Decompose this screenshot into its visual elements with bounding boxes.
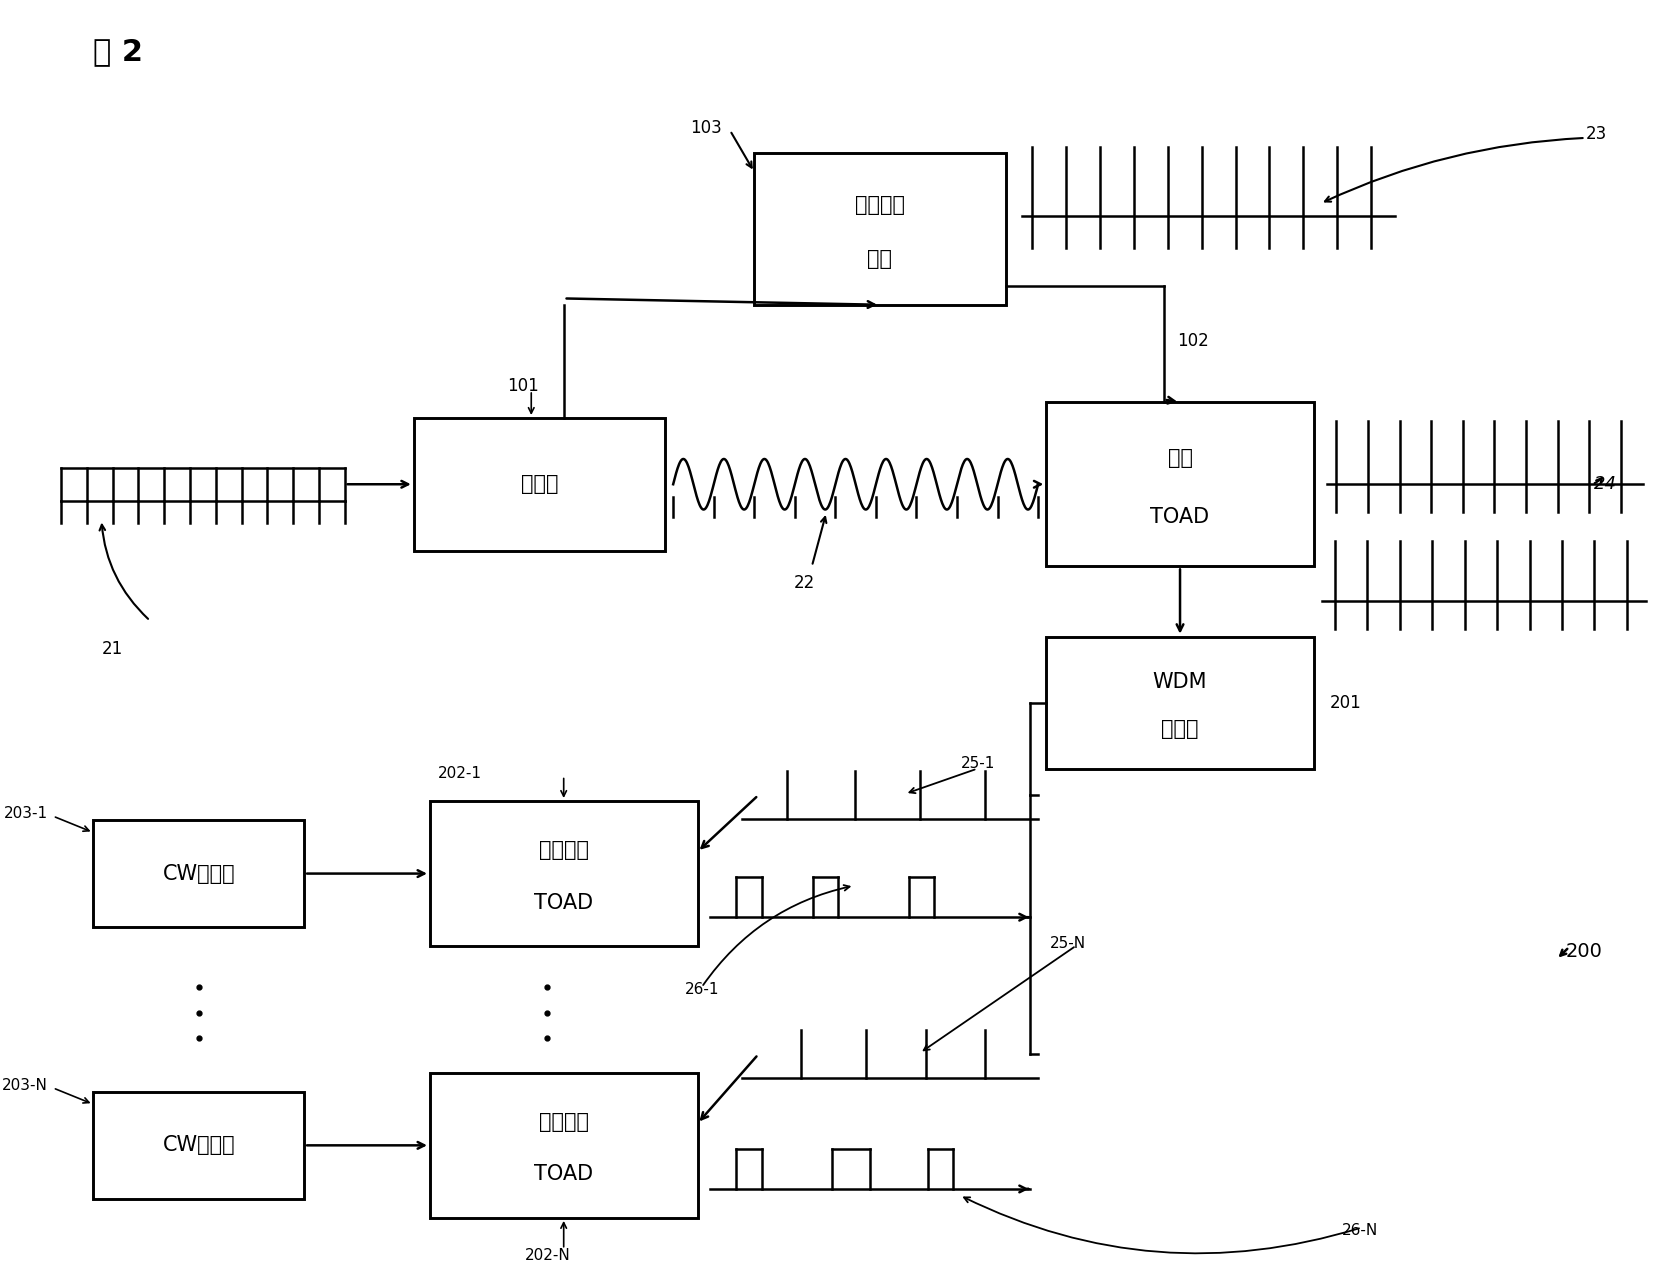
Text: 103: 103	[691, 119, 722, 137]
Text: 101: 101	[507, 378, 539, 395]
Text: TOAD: TOAD	[534, 1164, 594, 1185]
Text: 102: 102	[1178, 332, 1209, 350]
Bar	[93, 1092, 304, 1199]
Text: 203-N: 203-N	[2, 1078, 48, 1093]
Text: CW激光器: CW激光器	[162, 1135, 235, 1156]
Text: 25-1: 25-1	[961, 756, 996, 772]
Text: 202-1: 202-1	[439, 765, 482, 780]
Bar	[1046, 636, 1314, 769]
Text: 脉冲定形: 脉冲定形	[539, 840, 589, 860]
Text: 23: 23	[1586, 125, 1606, 143]
Bar	[430, 1073, 697, 1218]
Bar	[430, 801, 697, 946]
Bar	[1046, 402, 1314, 566]
Text: 传输线: 传输线	[520, 474, 559, 494]
Text: 25-N: 25-N	[1051, 935, 1086, 950]
Text: 26-1: 26-1	[686, 982, 721, 997]
Text: 203-1: 203-1	[3, 806, 48, 821]
Bar	[93, 820, 304, 927]
Text: 201: 201	[1329, 694, 1361, 712]
Text: 200: 200	[1566, 943, 1603, 962]
Text: 电路: 电路	[867, 250, 892, 270]
Text: 采样: 采样	[1168, 449, 1193, 468]
Text: 21: 21	[102, 640, 123, 658]
Text: 图 2: 图 2	[93, 38, 143, 66]
Text: WDM: WDM	[1153, 672, 1208, 692]
Bar	[754, 153, 1006, 305]
Text: 分解器: 分解器	[1161, 720, 1199, 740]
Text: 24: 24	[1593, 475, 1616, 493]
Text: 脉冲定形: 脉冲定形	[539, 1112, 589, 1133]
Text: 26-N: 26-N	[1343, 1223, 1378, 1238]
Bar	[414, 418, 666, 551]
Text: CW激光器: CW激光器	[162, 864, 235, 883]
Text: 22: 22	[794, 574, 816, 592]
Text: TOAD: TOAD	[534, 893, 594, 912]
Text: TOAD: TOAD	[1151, 507, 1209, 527]
Text: 时钟恢复: 时钟恢复	[856, 195, 906, 214]
Text: 202-N: 202-N	[525, 1248, 570, 1263]
